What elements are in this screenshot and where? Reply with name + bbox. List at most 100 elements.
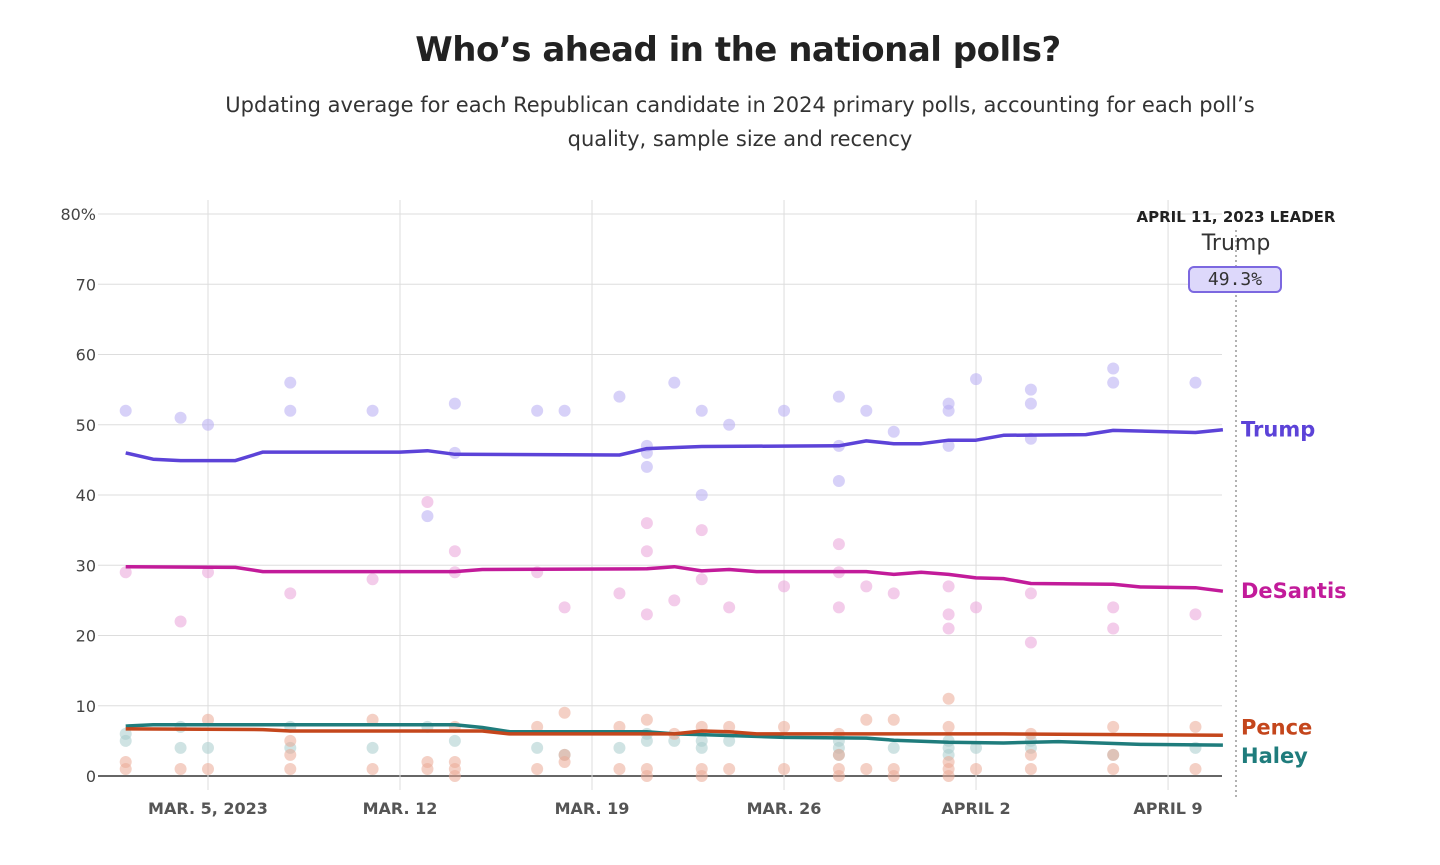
average-line-trump: [125, 427, 1224, 463]
poll-dot-pence: [421, 762, 434, 775]
poll-dot-trump: [668, 376, 681, 389]
y-tick-label: 70: [76, 275, 96, 294]
poll-dot-pence: [640, 770, 653, 782]
y-tick-label: 80%: [60, 205, 96, 224]
poll-dot-trump: [942, 404, 955, 417]
poll-dot-desantis: [640, 517, 653, 530]
leader-heading: APRIL 11, 2023 LEADER: [1136, 208, 1336, 226]
poll-dot-pence: [942, 692, 955, 705]
poll-dot-pence: [1024, 748, 1037, 761]
poll-dot-haley: [887, 741, 900, 754]
series-label-pence: Pence: [1241, 715, 1312, 739]
x-tick-label: APRIL 9: [1133, 799, 1202, 818]
poll-dot-pence: [558, 706, 571, 719]
poll-dot-pence: [366, 713, 379, 726]
poll-dot-pence: [723, 720, 736, 733]
poll-dot-trump: [723, 418, 736, 431]
poll-dot-desantis: [695, 573, 708, 586]
poll-dot-desantis: [887, 587, 900, 600]
poll-dot-pence: [1107, 720, 1120, 733]
poll-dot-pence: [202, 762, 214, 775]
poll-dot-pence: [887, 770, 900, 782]
poll-dot-desantis: [1189, 608, 1202, 621]
poll-dot-trump: [284, 404, 297, 417]
poll-dot-pence: [448, 770, 461, 782]
poll-dot-trump: [284, 376, 297, 389]
poll-dot-pence: [970, 762, 983, 775]
poll-dot-haley: [970, 741, 983, 754]
poll-dot-pence: [613, 720, 626, 733]
poll-dot-pence: [531, 762, 544, 775]
poll-dot-trump: [1189, 376, 1202, 389]
poll-dot-pence: [778, 720, 791, 733]
poll-dot-trump: [695, 404, 708, 417]
poll-dot-haley: [366, 741, 379, 754]
poll-dot-pence: [1189, 762, 1202, 775]
poll-dot-trump: [366, 404, 379, 417]
poll-dot-pence: [860, 762, 873, 775]
poll-dot-trump: [695, 489, 708, 501]
poll-dot-trump: [778, 404, 791, 417]
poll-dot-pence: [284, 734, 297, 747]
y-tick-label: 0: [86, 767, 96, 786]
poll-dot-haley: [723, 734, 736, 747]
poll-dot-pence: [695, 770, 708, 782]
poll-dot-pence: [284, 762, 297, 775]
poll-dot-desantis: [1107, 622, 1120, 635]
poll-dot-desantis: [832, 538, 845, 551]
poll-dot-haley: [448, 734, 461, 747]
poll-dot-pence: [887, 713, 900, 726]
poll-dot-desantis: [421, 496, 434, 509]
poll-dot-pence: [832, 748, 845, 761]
poll-dot-pence: [723, 762, 736, 775]
poll-dot-desantis: [558, 601, 571, 614]
x-tick-label: MAR. 5, 2023: [148, 799, 268, 818]
poll-dot-haley: [174, 720, 187, 733]
poll-dot-trump: [860, 404, 873, 417]
poll-dot-pence: [1107, 748, 1120, 761]
poll-dot-haley: [695, 734, 708, 747]
poll-dot-pence: [531, 720, 544, 733]
poll-dot-desantis: [970, 601, 983, 614]
poll-dot-haley: [119, 727, 132, 740]
poll-dot-desantis: [448, 545, 461, 558]
average-line-haley: [125, 722, 1223, 747]
poll-dot-pence: [202, 713, 214, 726]
series-label-desantis: DeSantis: [1241, 579, 1347, 603]
poll-dot-trump: [119, 404, 132, 417]
poll-dot-desantis: [119, 566, 132, 579]
poll-dot-haley: [613, 741, 626, 754]
poll-dot-pence: [284, 748, 297, 761]
poll-dot-desantis: [1024, 587, 1037, 600]
y-tick-label: 50: [76, 416, 96, 435]
poll-dot-desantis: [860, 580, 873, 593]
poll-dot-pence: [1024, 762, 1037, 775]
poll-dot-trump: [1107, 362, 1120, 375]
poll-dot-pence: [942, 770, 955, 782]
poll-dot-trump: [613, 390, 626, 403]
poll-dot-haley: [174, 741, 187, 754]
poll-dot-trump: [887, 425, 900, 438]
poll-dot-pence: [448, 755, 461, 768]
poll-dot-desantis: [640, 608, 653, 621]
poll-dot-trump: [174, 411, 187, 424]
poll-dot-desantis: [174, 615, 187, 628]
poll-dot-desantis: [640, 545, 653, 558]
chart-title: Who’s ahead in the national polls?: [415, 30, 1061, 70]
series-label-haley: Haley: [1241, 744, 1308, 768]
poll-dot-desantis: [1024, 636, 1037, 649]
poll-dot-trump: [558, 404, 571, 417]
poll-dot-desantis: [778, 580, 791, 593]
poll-dot-pence: [558, 755, 571, 768]
poll-dot-desantis: [832, 601, 845, 614]
poll-dot-trump: [970, 373, 983, 386]
poll-dot-desantis: [723, 601, 736, 614]
poll-dot-desantis: [942, 608, 955, 621]
poll-dot-trump: [1107, 376, 1120, 389]
poll-dot-pence: [613, 762, 626, 775]
poll-dot-trump: [1024, 397, 1037, 410]
average-line-pence: [125, 727, 1223, 738]
y-tick-label: 10: [76, 697, 96, 716]
poll-dot-pence: [860, 713, 873, 726]
